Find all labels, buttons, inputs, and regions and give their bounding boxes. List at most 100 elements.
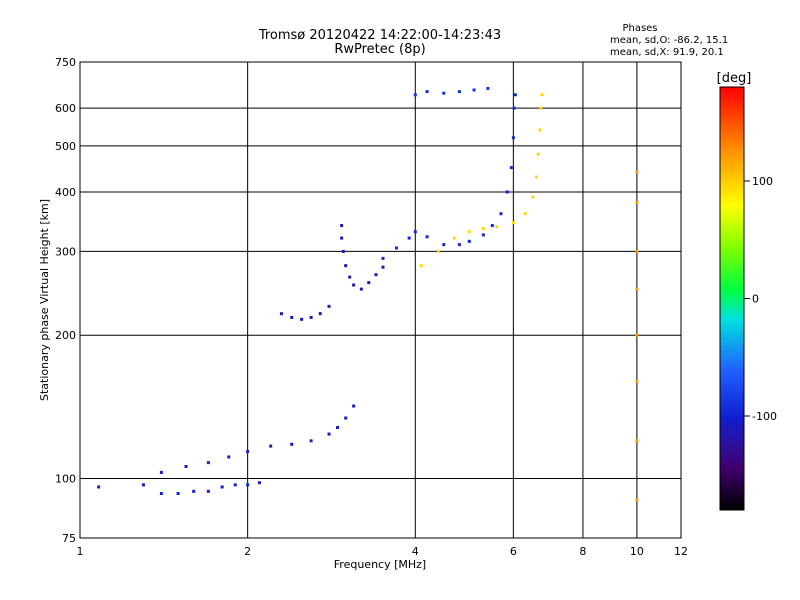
colorbar-tick-label: 0: [752, 293, 759, 306]
echo-point: [635, 439, 639, 443]
echo-point: [159, 492, 163, 496]
colorbar-label: [deg]: [717, 71, 752, 86]
echo-point: [279, 312, 283, 316]
echo-point: [452, 236, 456, 240]
colorbar-ticks: 100 0 -100: [744, 175, 777, 423]
echo-point: [327, 304, 331, 308]
series-e-layer-trace-upper: [159, 404, 356, 474]
echo-point: [344, 264, 348, 268]
echo-point: [340, 224, 344, 228]
echo-point: [206, 461, 210, 465]
echo-point: [257, 481, 261, 485]
echo-point: [227, 455, 231, 459]
echo-point: [413, 93, 417, 97]
echo-point: [511, 221, 515, 225]
echo-point: [425, 90, 429, 94]
echo-point: [512, 106, 516, 110]
echo-point: [481, 227, 485, 231]
echo-point: [540, 93, 544, 97]
echo-point: [413, 230, 417, 234]
series-f-layer-cusp: [340, 224, 385, 291]
y-tick-label: 300: [55, 245, 76, 258]
chart-title: Tromsø 20120422 14:22:00-14:23:43: [258, 28, 501, 43]
echo-point: [309, 315, 313, 319]
echo-point: [206, 489, 210, 493]
phases-mean-o: mean, sd,O: -86.2, 15.1: [610, 35, 728, 46]
y-tick-label: 100: [55, 473, 76, 486]
y-tick-label: 75: [62, 532, 76, 545]
echo-point: [495, 225, 499, 229]
y-axis-ticks: 75 100 200 300 400 500 600 750: [55, 56, 76, 545]
y-tick-label: 750: [55, 56, 76, 69]
echo-point: [481, 233, 485, 237]
series-high-spread-echoes: [413, 86, 490, 97]
y-tick-label: 200: [55, 329, 76, 342]
echo-point: [352, 404, 356, 408]
echo-point: [309, 439, 313, 443]
x-axis-label: Frequency [MHz]: [334, 558, 426, 571]
echo-point: [419, 264, 423, 268]
echo-point: [513, 93, 517, 97]
echo-point: [635, 498, 639, 502]
echo-point: [457, 90, 461, 94]
echo-point: [344, 416, 348, 420]
echo-point: [233, 483, 237, 487]
echo-point: [184, 464, 188, 468]
echo-point: [499, 212, 503, 216]
plot-frame: [79, 61, 682, 539]
echo-points: [97, 86, 639, 502]
colorbar-tick-label: 100: [752, 175, 773, 188]
echo-point: [381, 256, 385, 260]
echo-point: [472, 88, 476, 92]
phases-heading: Phases: [622, 23, 657, 34]
echo-point: [425, 235, 429, 239]
echo-point: [534, 175, 538, 179]
series-f-layer-x-trace: [419, 93, 544, 268]
echo-point: [192, 489, 196, 493]
echo-point: [341, 249, 345, 253]
y-tick-label: 400: [55, 186, 76, 199]
phases-mean-x: mean, sd,X: 91.9, 20.1: [610, 47, 724, 58]
x-tick-label: 6: [510, 545, 517, 558]
series-10-mhz-interference: [635, 170, 639, 502]
echo-point: [300, 317, 304, 321]
echo-point: [381, 265, 385, 269]
echo-point: [359, 287, 363, 291]
series-f-layer-o-trace: [381, 93, 517, 260]
echo-point: [509, 166, 513, 170]
echo-point: [246, 449, 250, 453]
echo-point: [635, 170, 639, 174]
echo-point: [635, 287, 639, 291]
x-tick-label: 1: [77, 545, 84, 558]
echo-point: [523, 212, 527, 216]
echo-point: [220, 485, 224, 489]
echo-point: [635, 333, 639, 337]
echo-point: [490, 224, 494, 228]
y-tick-label: 500: [55, 140, 76, 153]
grid-lines: [80, 62, 681, 538]
y-axis-label: Stationary phase Virtual Height [km]: [38, 199, 51, 401]
echo-point: [457, 243, 461, 247]
echo-point: [538, 128, 542, 132]
echo-point: [635, 201, 639, 205]
chart-subtitle: RwPretec (8p): [334, 42, 425, 57]
echo-point: [176, 492, 180, 496]
echo-point: [394, 246, 398, 250]
echo-point: [436, 249, 440, 253]
echo-point: [511, 136, 515, 140]
echo-point: [367, 281, 371, 285]
x-tick-label: 10: [630, 545, 644, 558]
echo-point: [635, 249, 639, 253]
echo-point: [531, 195, 535, 199]
echo-point: [290, 442, 294, 446]
echo-point: [348, 275, 352, 279]
echo-point: [159, 470, 163, 474]
echo-point: [246, 483, 250, 487]
echo-point: [407, 236, 411, 240]
echo-point: [141, 483, 145, 487]
echo-point: [97, 485, 101, 489]
x-tick-label: 8: [579, 545, 586, 558]
phase-colorbar: [719, 86, 745, 511]
echo-point: [290, 315, 294, 319]
